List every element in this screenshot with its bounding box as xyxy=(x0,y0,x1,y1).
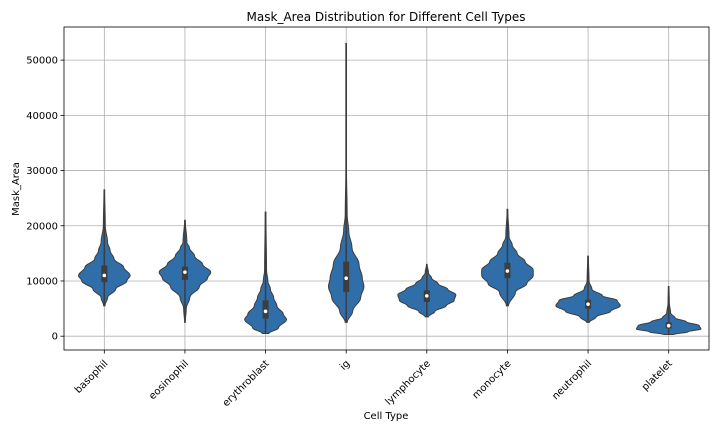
violin-erythroblast xyxy=(244,211,288,334)
y-tick-label: 20000 xyxy=(26,221,58,232)
violin-iqr xyxy=(262,300,269,319)
x-tick-label: erythroblast xyxy=(221,358,272,409)
violin-lymphocyte xyxy=(397,263,457,318)
x-axis-label: Cell Type xyxy=(364,411,409,422)
x-tick-label: ig xyxy=(338,358,352,372)
violin-median xyxy=(183,270,187,274)
y-tick-label: 50000 xyxy=(26,56,58,67)
y-tick-label: 10000 xyxy=(26,276,58,287)
y-tick-label: 40000 xyxy=(26,111,58,122)
chart-title: Mask_Area Distribution for Different Cel… xyxy=(247,10,526,24)
y-axis: 0 10000 20000 30000 40000 50000 xyxy=(26,56,64,343)
y-axis-label: Mask_Area xyxy=(11,162,22,216)
violin-ig xyxy=(327,43,365,323)
x-tick-label: basophil xyxy=(73,358,111,396)
x-tick-label: monocyte xyxy=(471,358,514,401)
violin-median xyxy=(425,294,429,298)
violin-basophil xyxy=(77,189,131,307)
y-tick-label: 30000 xyxy=(26,166,58,177)
violin-layer xyxy=(77,43,702,336)
violin-median xyxy=(344,276,348,281)
x-tick-label: eosinophil xyxy=(147,358,191,402)
x-tick-label: platelet xyxy=(640,358,675,393)
violin-median xyxy=(586,302,590,306)
violin-eosinophil xyxy=(158,219,212,323)
x-tick-label: neutrophil xyxy=(550,358,594,402)
violin-platelet xyxy=(635,286,702,336)
x-tick-label: lymphocyte xyxy=(384,358,433,407)
violin-median xyxy=(666,323,671,328)
violin-median xyxy=(102,273,107,278)
violin-neutrophil xyxy=(555,255,621,323)
plot-frame xyxy=(63,26,710,351)
violin-monocyte xyxy=(481,208,534,307)
violin-median xyxy=(263,309,268,314)
x-axis: basophil eosinophil erythroblast ig lymphocy… xyxy=(73,350,675,409)
y-tick-label: 0 xyxy=(52,332,58,343)
violin-median xyxy=(505,269,510,273)
